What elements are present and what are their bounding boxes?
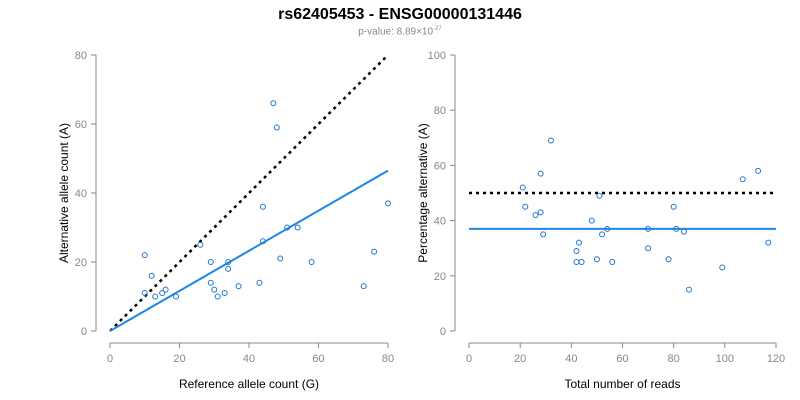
panel2-data-point bbox=[537, 170, 544, 177]
panel2-data-point bbox=[670, 203, 677, 210]
panel2-data-point bbox=[588, 217, 595, 224]
p-value-exponent: -27 bbox=[433, 26, 442, 32]
panel1-data-point bbox=[235, 283, 242, 290]
panel2-data-point bbox=[522, 203, 529, 210]
panel2-x-tick-label: 60 bbox=[616, 353, 628, 365]
panel1-data-point bbox=[360, 283, 367, 290]
panel2-data-point bbox=[573, 247, 580, 254]
panel1-x-tick-label: 20 bbox=[173, 353, 185, 365]
panel2-data-point bbox=[573, 259, 580, 265]
p-value-text: p-value: 8.89×10 bbox=[358, 26, 434, 38]
panel1-data-point bbox=[207, 259, 214, 265]
chart-title: rs62405453 - ENSG00000131446 bbox=[278, 6, 522, 23]
panel1-data-point bbox=[385, 200, 391, 207]
panel1-data-point bbox=[221, 290, 228, 297]
panel1-y-tick-label: 40 bbox=[75, 188, 87, 200]
panel2-data-point bbox=[547, 137, 554, 144]
panel2-data-point bbox=[599, 231, 606, 238]
panel1-y-axis-label: Alternative allele count (A) bbox=[57, 123, 71, 263]
panel1-data-point bbox=[284, 224, 291, 231]
panel2-data-point bbox=[519, 184, 526, 191]
panel2-data-point bbox=[578, 259, 585, 265]
panel2-data-point bbox=[665, 256, 672, 263]
panel2-x-axis-label: Total number of reads bbox=[564, 377, 680, 391]
panel2-data-point bbox=[645, 245, 652, 252]
panel1-x-tick-label: 40 bbox=[243, 353, 255, 365]
panel2-x-tick-label: 20 bbox=[514, 353, 526, 365]
panel1-data-point bbox=[141, 290, 148, 297]
panel2-y-axis-label: Percentage alternative (A) bbox=[416, 123, 430, 262]
panel2-data-point bbox=[596, 192, 603, 199]
panel1-x-axis-label: Reference allele count (G) bbox=[179, 377, 319, 391]
panel1-data-point bbox=[152, 293, 159, 300]
panel2-y-tick-label: 40 bbox=[434, 216, 446, 228]
panel1-y-tick-label: 20 bbox=[75, 257, 87, 269]
panel1-data-point bbox=[225, 259, 232, 265]
panel2-x-tick-label: 80 bbox=[668, 353, 680, 365]
panel2-data-point bbox=[765, 239, 772, 246]
panel1-data-point bbox=[308, 259, 315, 265]
panel1-y-tick-label: 60 bbox=[75, 119, 87, 131]
panel1-data-point bbox=[294, 224, 301, 231]
panel1-x-tick-label: 60 bbox=[312, 353, 324, 365]
panel2-x-tick-label: 0 bbox=[466, 353, 472, 365]
chart-subtitle: p-value: 8.89×10-27 bbox=[0, 26, 800, 37]
panel2-x-tick-label: 100 bbox=[716, 353, 734, 365]
panel1-data-point bbox=[270, 100, 277, 107]
panel2-data-point bbox=[609, 259, 616, 265]
panel2-y-tick-label: 60 bbox=[434, 160, 446, 172]
panel1-y-tick-label: 0 bbox=[81, 326, 87, 338]
panel1-reference-line bbox=[109, 54, 389, 332]
panel2-data-point bbox=[537, 209, 544, 216]
panel2-data-point bbox=[540, 231, 547, 238]
panel2-y-tick-label: 20 bbox=[434, 271, 446, 283]
panel1-data-point bbox=[207, 279, 214, 286]
panel1-data-point bbox=[214, 293, 221, 300]
panel1-data-point bbox=[141, 252, 148, 259]
panel2-y-tick-label: 100 bbox=[428, 50, 446, 62]
panel2-data-point bbox=[604, 225, 611, 232]
panel2-data-point bbox=[686, 286, 693, 293]
panel1-data-point bbox=[162, 286, 169, 293]
panel2-y-tick-label: 0 bbox=[440, 326, 446, 338]
panel1-y-tick-label: 80 bbox=[75, 50, 87, 62]
panel1-data-point bbox=[273, 124, 280, 131]
panel1-x-tick-label: 80 bbox=[382, 353, 394, 365]
panel2-x-tick-label: 40 bbox=[565, 353, 577, 365]
panel1-data-point bbox=[259, 238, 266, 245]
panel2-data-point bbox=[593, 256, 600, 263]
panel2-data-point bbox=[576, 239, 583, 246]
panel2-data-point bbox=[719, 264, 726, 271]
panel1-data-point bbox=[371, 248, 378, 255]
panel2-data-point bbox=[755, 167, 762, 174]
panel2-data-point bbox=[645, 225, 652, 232]
panel2-data-point bbox=[673, 225, 680, 232]
panel2-data-point bbox=[680, 228, 687, 235]
panel1-data-point bbox=[197, 241, 204, 248]
panel2-x-tick-label: 120 bbox=[767, 353, 785, 365]
panel1-data-point bbox=[259, 203, 266, 210]
panel1-data-point bbox=[211, 286, 218, 293]
panel2-y-tick-label: 80 bbox=[434, 105, 446, 117]
panel2-data-point bbox=[739, 176, 746, 183]
panel1-data-point bbox=[225, 265, 232, 272]
panel1-x-tick-label: 0 bbox=[107, 353, 113, 365]
panel1-fit-line bbox=[109, 169, 389, 332]
panel1-data-point bbox=[159, 290, 166, 297]
panel1-data-point bbox=[256, 279, 263, 286]
panel2-data-point bbox=[532, 212, 539, 219]
panel1-data-point bbox=[148, 272, 155, 279]
panel1-data-point bbox=[277, 255, 284, 262]
panel1-data-point bbox=[173, 293, 180, 300]
